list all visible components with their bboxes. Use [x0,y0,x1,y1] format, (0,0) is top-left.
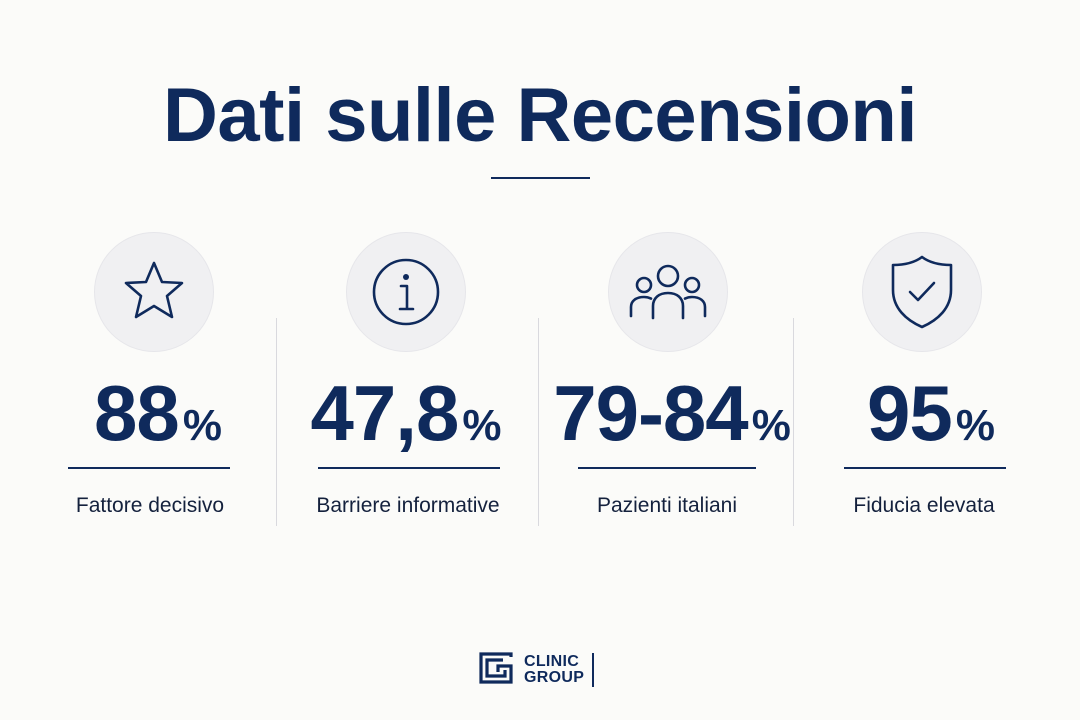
stat-number: 88 [94,369,180,457]
stat-value: 88% [28,368,288,459]
stat-number: 47,8 [310,369,460,457]
stat-underline [844,467,1006,469]
stat-label: Fattore decisivo [75,494,225,517]
stat-label: Fiducia elevata [853,494,995,517]
stat-label: Pazienti italiani [596,494,738,517]
logo-mark-icon [478,651,518,690]
users-icon [628,262,708,322]
stat-number: 95 [867,369,953,457]
title-underline [491,177,590,179]
logo-line-2: GROUP [524,669,585,686]
stat-underline [578,467,756,469]
column-divider [538,318,539,526]
stat-unit: % [751,401,791,450]
info-icon [371,257,441,327]
logo-divider [592,653,595,687]
stat-unit: % [955,401,995,450]
stat-information-barriers: 47,8% Barriere informative [290,232,530,532]
icon-badge [94,232,214,352]
logo-line-1: CLINIC [524,653,580,670]
stat-value: 47,8% [290,368,522,459]
stat-value: 95% [826,368,1036,459]
stat-label: Barriere informative [316,494,500,517]
column-divider [793,318,794,526]
icon-badge [862,232,982,352]
clinic-group-logo: CLINIC GROUP [478,651,595,690]
stat-unit: % [462,401,502,450]
stat-decisive-factor: 88% Fattore decisivo [28,232,268,532]
stat-number: 79-84 [553,369,748,457]
shield-check-icon [889,254,955,330]
stat-italian-patients: 79-84% Pazienti italiani [552,232,792,532]
page-title: Dati sulle Recensioni [163,73,917,158]
stat-underline [318,467,500,469]
stat-value: 79-84% [552,368,792,459]
icon-badge [346,232,466,352]
stat-unit: % [182,401,222,450]
logo-wordmark: CLINIC GROUP [524,654,584,686]
column-divider [276,318,277,526]
stat-underline [68,467,230,469]
star-icon [119,257,189,327]
icon-badge [608,232,728,352]
stat-high-trust: 95% Fiducia elevata [826,232,1066,532]
